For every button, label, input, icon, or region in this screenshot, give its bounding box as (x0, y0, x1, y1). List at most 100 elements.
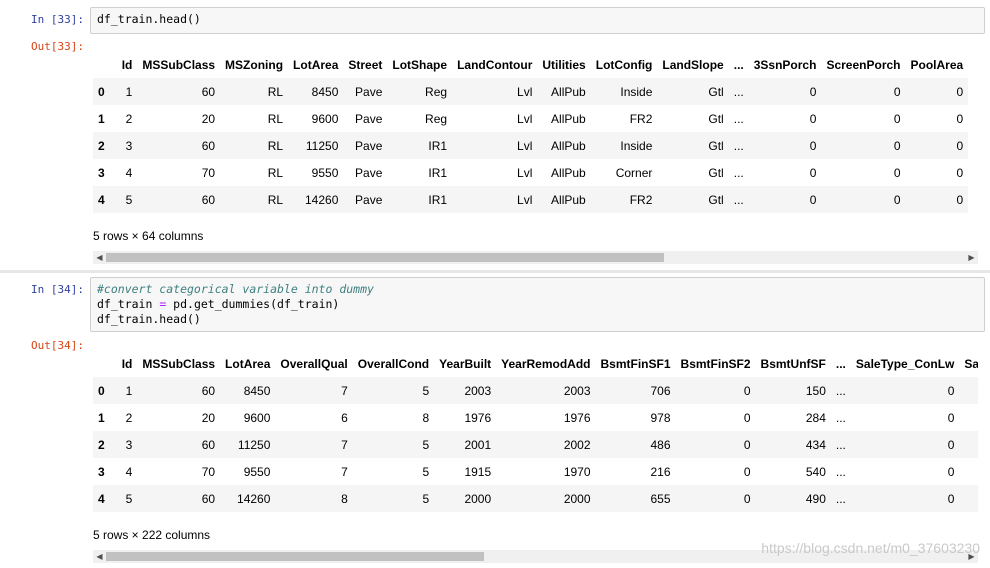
table-row: 2 3 60 RL 11250 Pave IR1 Lvl AllPub Inside Gtl... 0… (93, 132, 969, 159)
column-header: LandSlope (662, 57, 724, 72)
table-cell: 0 (956, 165, 964, 180)
row-index: 1 (98, 410, 105, 425)
output-prompt-34: Out[34]: (31, 339, 84, 352)
table-row: 0 1 60 RL 8450 Pave Reg Lvl AllPub Inside Gtl... 0 0… (93, 78, 969, 105)
table-cell: Lvl (517, 111, 533, 126)
column-header: YearRemodAdd (501, 356, 591, 371)
column-header: LandContour (457, 57, 533, 72)
table-cell: 2000 (464, 491, 492, 506)
table-cell (959, 458, 978, 485)
table-cell: Reg (425, 84, 448, 99)
table-cell: FR2 (629, 192, 653, 207)
column-header: Id (121, 57, 133, 72)
table-cell: 2 (125, 410, 133, 425)
table-cell: ... (835, 437, 846, 452)
row-index: 0 (98, 84, 105, 99)
scrollbar-thumb[interactable] (106, 253, 664, 262)
column-header: Sa (964, 356, 978, 371)
row-index: 1 (98, 111, 105, 126)
table-row: 3 4 70 RL 9550 Pave IR1 Lvl AllPub Corner Gtl... 0 0… (93, 159, 968, 186)
column-header: OverallCond (357, 356, 430, 371)
table-cell: 0 (743, 464, 751, 479)
table-cell: 5 (125, 491, 133, 506)
table-cell: IR1 (428, 138, 448, 153)
scroll-right-arrow-icon[interactable]: ▶ (968, 253, 975, 262)
table-cell: ... (835, 410, 846, 425)
dataframe-output-33: Id MSSubClass MSZoning LotArea Street LotShap… (93, 51, 978, 213)
table-cell: ... (835, 464, 846, 479)
dataframe-table: Id MSSubClass MSZoning LotArea Street LotShap… (93, 51, 969, 213)
table-cell: 1 (125, 84, 133, 99)
scroll-left-arrow-icon[interactable]: ◀ (96, 552, 103, 561)
table-cell: AllPub (551, 192, 586, 207)
table-cell: 5 (422, 437, 430, 452)
table-cell: 0 (956, 111, 964, 126)
table-row: 0 1 60 8450 7 5 2003 2003 706 0 150... 0 (93, 377, 978, 404)
column-header: Id (121, 356, 133, 371)
code-cell-33[interactable]: df_train.head() (90, 7, 985, 34)
table-cell: Pave (355, 192, 383, 207)
horizontal-scrollbar-33[interactable]: ◀ ▶ (93, 251, 978, 264)
table-cell: 706 (650, 383, 671, 398)
scroll-left-arrow-icon[interactable]: ◀ (96, 253, 103, 262)
scrollbar-thumb[interactable] (106, 552, 484, 561)
scroll-right-arrow-icon[interactable]: ▶ (968, 552, 975, 561)
table-cell: 655 (650, 491, 671, 506)
table-cell: 2003 (563, 383, 591, 398)
table-row: 1 2 20 RL 9600 Pave Reg Lvl AllPub FR2 Gtl... 0 0 0 (93, 105, 968, 132)
table-cell: AllPub (551, 165, 586, 180)
column-header: MSZoning (225, 57, 284, 72)
table-cell: 0 (947, 410, 955, 425)
table-cell: 0 (743, 491, 751, 506)
table-cell: Lvl (517, 192, 533, 207)
table-cell: ... (733, 84, 744, 99)
table-cell: 9600 (243, 410, 271, 425)
table-cell: 0 (947, 437, 955, 452)
table-cell: 14260 (237, 491, 271, 506)
table-cell: 1915 (464, 464, 492, 479)
row-index: 2 (98, 437, 105, 452)
code-cell-34[interactable]: #convert categorical variable into dummy… (90, 277, 985, 332)
table-cell: 7 (341, 383, 348, 398)
table-cell: 5 (125, 192, 133, 207)
table-cell: 0 (809, 138, 817, 153)
table-cell (959, 431, 978, 458)
table-cell: 1976 (563, 410, 591, 425)
table-cell: 2002 (563, 437, 591, 452)
table-cell: 0 (893, 165, 901, 180)
table-row: 3 4 70 9550 7 5 1915 1970 216 0 540... 0 (93, 458, 978, 485)
table-cell: 0 (743, 437, 751, 452)
table-cell: 3 (125, 437, 133, 452)
table-cell: AllPub (551, 84, 586, 99)
table-cell: 1976 (464, 410, 492, 425)
output-prompt-33: Out[33]: (31, 40, 84, 53)
column-header: MSSubClass (142, 57, 216, 72)
table-cell: 978 (650, 410, 671, 425)
table-cell: 9600 (311, 111, 339, 126)
column-header: BsmtUnfSF (760, 356, 826, 371)
table-cell: ... (835, 383, 846, 398)
column-header: ... (835, 356, 846, 371)
column-header: ... (733, 57, 744, 72)
table-cell: Gtl (708, 138, 724, 153)
table-cell: 0 (743, 383, 751, 398)
table-cell: 0 (947, 383, 955, 398)
table-cell: 2 (125, 111, 133, 126)
table-cell: ... (733, 165, 744, 180)
table-cell: 8450 (311, 84, 339, 99)
table-cell: Pave (355, 84, 383, 99)
table-cell: Pave (355, 138, 383, 153)
table-cell: 0 (809, 111, 817, 126)
table-cell: 70 (201, 165, 216, 180)
table-cell: 0 (947, 464, 955, 479)
table-cell: RL (267, 84, 284, 99)
table-cell: RL (267, 111, 284, 126)
table-cell: Gtl (708, 111, 724, 126)
table-cell: 5 (422, 383, 430, 398)
horizontal-scrollbar-34[interactable]: ◀ ▶ (93, 550, 978, 563)
table-header-row: Id MSSubClass MSZoning LotArea Street LotShap… (93, 51, 968, 78)
column-header: Utilities (542, 57, 586, 72)
table-cell: Lvl (517, 138, 533, 153)
table-cell: 11250 (305, 138, 339, 153)
row-index: 4 (98, 192, 105, 207)
